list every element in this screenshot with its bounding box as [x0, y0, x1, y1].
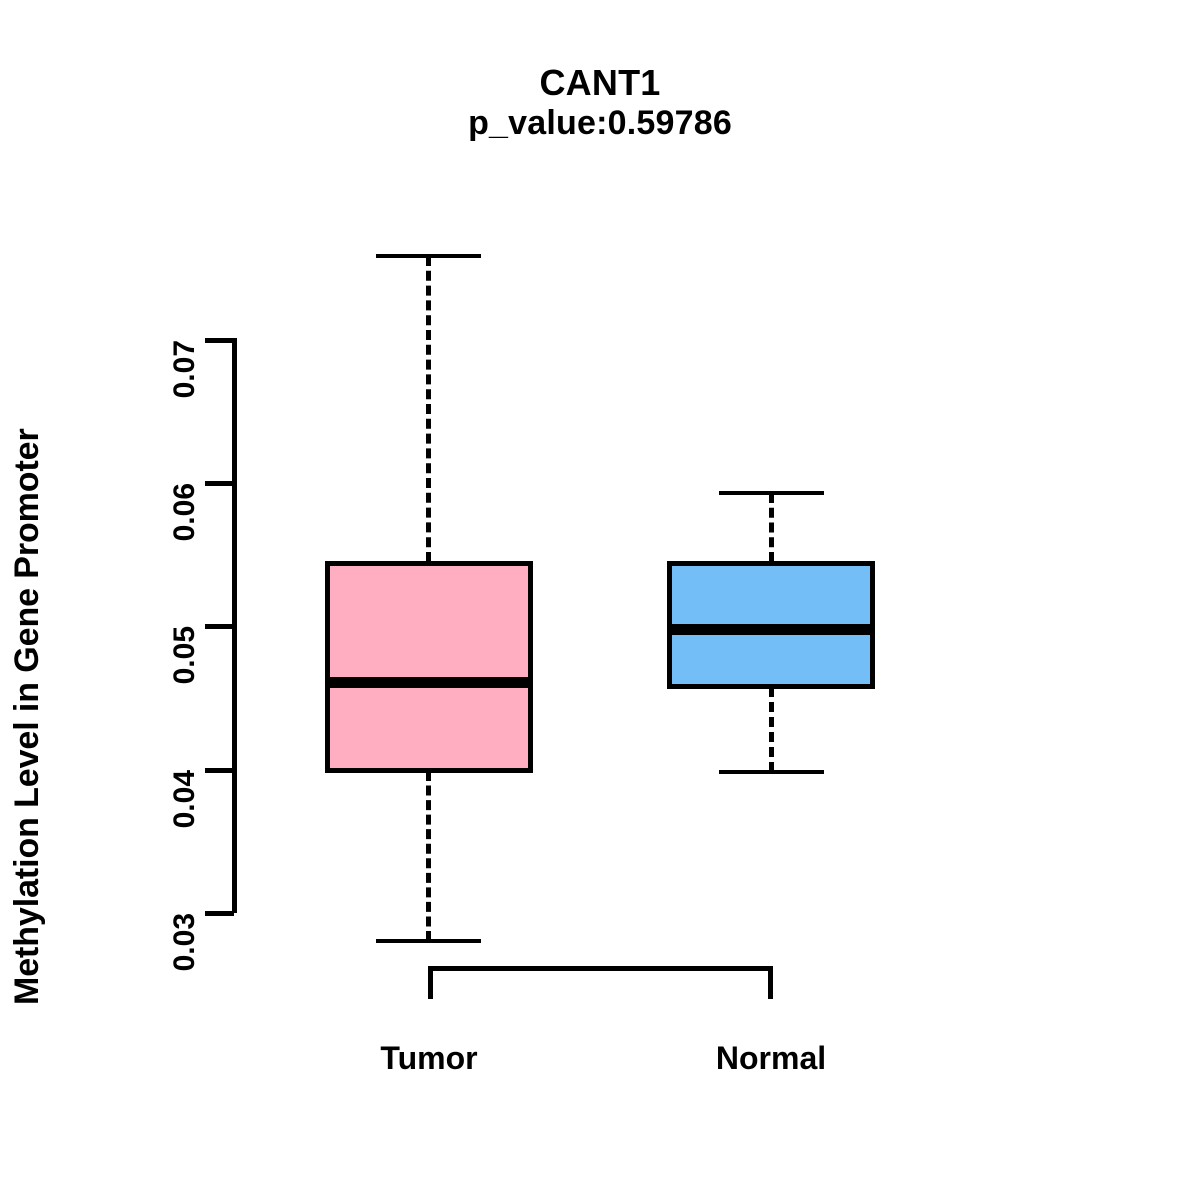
y-tick-label-0.05: 0.05	[168, 626, 201, 685]
tumor-lower-whisker	[426, 771, 431, 941]
chart-title: CANT1	[539, 62, 661, 103]
normal-median-line	[667, 624, 875, 635]
y-tick-label-0.04: 0.04	[168, 770, 201, 829]
normal-upper-whisker	[769, 493, 774, 562]
tumor-lower-whisker-cap	[376, 939, 481, 943]
tumor-upper-whisker	[426, 256, 431, 562]
y-axis-tick-0.06	[205, 481, 234, 486]
x-tick-label-normal: Normal	[715, 1040, 827, 1076]
tumor-box	[325, 561, 533, 773]
normal-lower-whisker-cap	[719, 770, 824, 774]
y-axis-tick-0.04	[205, 768, 234, 773]
y-tick-label-0.03: 0.03	[168, 913, 201, 972]
normal-upper-whisker-cap	[719, 491, 824, 495]
x-tick-label-tumor: Tumor	[380, 1040, 478, 1076]
y-axis-label: Methylation Level in Gene Promoter	[8, 428, 46, 1005]
y-tick-label-0.06: 0.06	[168, 483, 201, 542]
tumor-upper-whisker-cap	[376, 254, 481, 258]
x-axis-tick-normal	[768, 966, 773, 999]
normal-lower-whisker	[769, 687, 774, 772]
y-axis-tick-0.05	[205, 624, 234, 629]
chart-title-block: CANT1 p_value:0.59786	[0, 62, 1200, 143]
y-axis-tick-0.07	[205, 338, 234, 343]
tumor-median-line	[325, 677, 533, 688]
x-axis-line	[428, 966, 773, 971]
chart-subtitle-pvalue: p_value:0.59786	[468, 103, 732, 142]
y-tick-label-0.07: 0.07	[168, 340, 201, 399]
y-axis-tick-0.03	[205, 911, 234, 916]
y-axis-line	[232, 338, 237, 913]
x-axis-tick-tumor	[428, 966, 433, 999]
